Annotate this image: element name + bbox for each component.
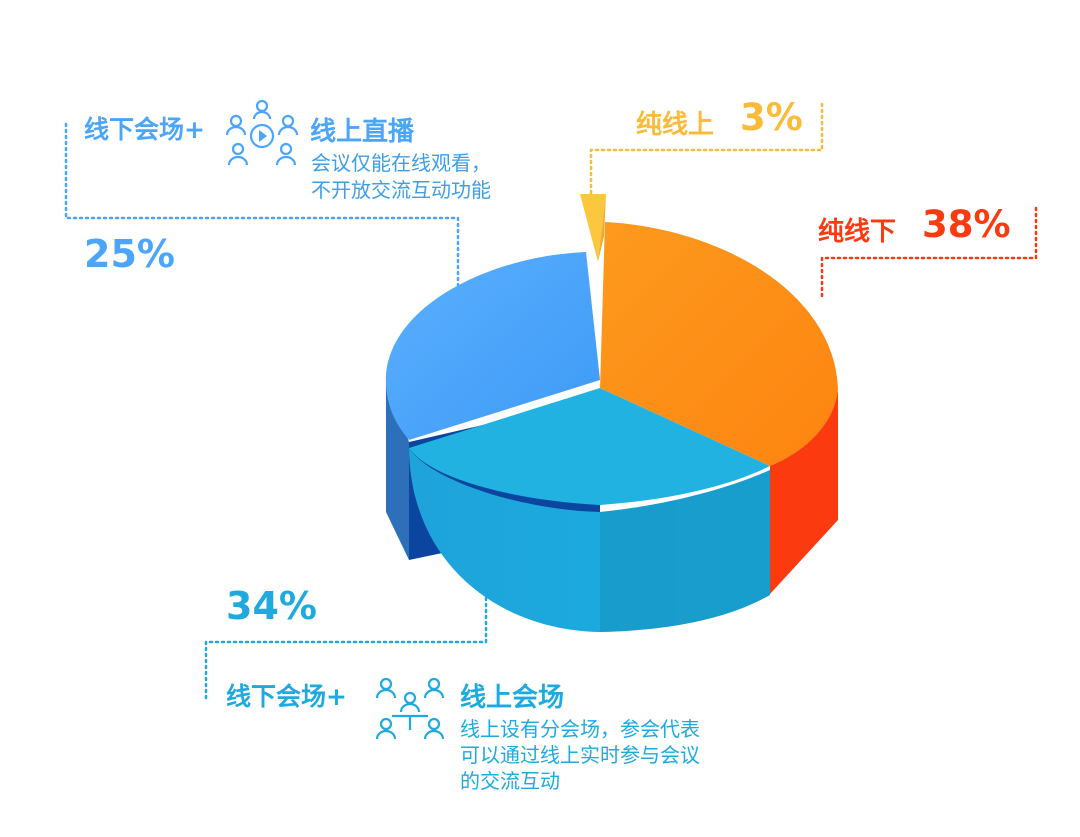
label-venue-prefix: 线下会场+ — [226, 682, 347, 711]
meeting-group-icon — [375, 677, 445, 740]
slice-side-online — [598, 194, 606, 262]
slice-top-venue — [409, 388, 770, 505]
label-online-title: 纯线上 — [636, 110, 715, 140]
slice-top-online — [580, 194, 606, 262]
leader-line-venue — [204, 590, 488, 700]
slice-side-venue-dark — [600, 470, 770, 632]
label-venue-desc-2: 可以通过线上实时参与会议 — [460, 743, 700, 767]
label-offline-pct: 38% — [922, 203, 1011, 246]
audience-play-icon — [225, 99, 299, 166]
pie-3d — [385, 194, 838, 632]
leader-line-live — [64, 122, 460, 292]
label-venue-pct: 34% — [226, 584, 317, 628]
leader-line-online — [589, 102, 824, 198]
label-live-desc-2: 不开放交流互动功能 — [311, 178, 491, 202]
slice-top-offline — [600, 222, 838, 466]
label-live-pct: 25% — [84, 232, 175, 276]
leader-lines — [64, 102, 1038, 700]
label-offline-title: 纯线下 — [818, 217, 897, 247]
label-online-pct: 3% — [740, 96, 803, 139]
slice-side-live — [386, 375, 409, 560]
label-venue-title: 线上会场 — [460, 683, 565, 713]
label-live-title: 线上直播 — [310, 117, 415, 147]
slice-side-offline — [770, 392, 838, 594]
label-live-desc-1: 会议仅能在线观看， — [311, 151, 491, 175]
leader-line-offline — [820, 206, 1038, 302]
label-live-prefix: 线下会场+ — [84, 115, 205, 144]
label-venue-desc-3: 的交流互动 — [460, 769, 560, 793]
slice-top-live — [385, 252, 600, 440]
label-venue-desc-1: 线上设有分会场，参会代表 — [460, 717, 700, 741]
